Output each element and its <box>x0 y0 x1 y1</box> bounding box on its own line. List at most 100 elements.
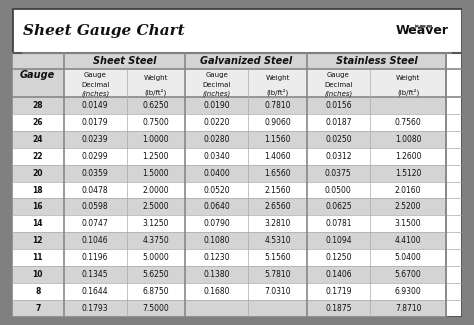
Text: 0.1793: 0.1793 <box>82 304 109 313</box>
FancyBboxPatch shape <box>64 53 185 69</box>
Text: (inches): (inches) <box>202 90 231 97</box>
Text: 0.0149: 0.0149 <box>82 101 109 110</box>
Text: (lb/ft²): (lb/ft²) <box>266 88 289 96</box>
Text: Weight: Weight <box>144 75 168 81</box>
Text: 7.0310: 7.0310 <box>264 287 291 296</box>
Text: 0.0280: 0.0280 <box>203 135 230 144</box>
Text: 1.1560: 1.1560 <box>264 135 291 144</box>
Text: Gauge: Gauge <box>327 72 350 78</box>
Text: 0.1080: 0.1080 <box>203 236 230 245</box>
FancyBboxPatch shape <box>12 232 447 249</box>
Text: 5.6700: 5.6700 <box>395 270 421 279</box>
Text: 0.0625: 0.0625 <box>325 202 352 212</box>
Text: (inches): (inches) <box>81 90 109 97</box>
Text: Sheet Steel: Sheet Steel <box>93 56 156 66</box>
Text: 3.2810: 3.2810 <box>264 219 291 228</box>
Text: 7.8710: 7.8710 <box>395 304 421 313</box>
Text: 3.1250: 3.1250 <box>143 219 169 228</box>
Text: 5.0000: 5.0000 <box>143 253 169 262</box>
Text: 0.1680: 0.1680 <box>203 287 230 296</box>
FancyBboxPatch shape <box>12 283 447 300</box>
Text: 10: 10 <box>33 270 43 279</box>
FancyBboxPatch shape <box>12 114 447 131</box>
Text: Decimal: Decimal <box>202 82 231 87</box>
Text: 2.5200: 2.5200 <box>395 202 421 212</box>
Text: 22: 22 <box>33 152 43 161</box>
Text: 0.0190: 0.0190 <box>203 101 230 110</box>
FancyBboxPatch shape <box>12 249 447 266</box>
Text: 1.0000: 1.0000 <box>143 135 169 144</box>
Text: 11: 11 <box>33 253 43 262</box>
Text: 0.0340: 0.0340 <box>203 152 230 161</box>
Text: Decimal: Decimal <box>81 82 109 87</box>
Text: 0.1406: 0.1406 <box>325 270 352 279</box>
Text: 5.1560: 5.1560 <box>264 253 291 262</box>
Text: 0.7560: 0.7560 <box>395 118 421 127</box>
Text: (lb/ft²): (lb/ft²) <box>397 88 419 96</box>
Text: 20: 20 <box>33 169 43 177</box>
FancyBboxPatch shape <box>12 199 447 215</box>
Text: 0.0640: 0.0640 <box>203 202 230 212</box>
Text: 0.1046: 0.1046 <box>82 236 109 245</box>
Text: 5.0400: 5.0400 <box>395 253 421 262</box>
Text: 0.6250: 0.6250 <box>143 101 169 110</box>
FancyBboxPatch shape <box>64 69 127 97</box>
Text: 0.0747: 0.0747 <box>82 219 109 228</box>
Text: 0.1094: 0.1094 <box>325 236 352 245</box>
Text: 0.0179: 0.0179 <box>82 118 109 127</box>
Text: 0.1196: 0.1196 <box>82 253 109 262</box>
Text: 0.1380: 0.1380 <box>203 270 230 279</box>
Text: (inches): (inches) <box>324 90 353 97</box>
FancyBboxPatch shape <box>12 300 447 317</box>
Text: Gauge: Gauge <box>20 70 55 80</box>
Text: (lb/ft²): (lb/ft²) <box>145 88 167 96</box>
Text: Weaver: Weaver <box>396 24 448 37</box>
Text: 6.9300: 6.9300 <box>395 287 421 296</box>
FancyBboxPatch shape <box>370 69 447 97</box>
Text: 24: 24 <box>33 135 43 144</box>
Text: 0.0312: 0.0312 <box>325 152 352 161</box>
Text: 0.0790: 0.0790 <box>203 219 230 228</box>
Text: 0.7500: 0.7500 <box>143 118 169 127</box>
Text: 1.2500: 1.2500 <box>143 152 169 161</box>
Text: 7.5000: 7.5000 <box>143 304 169 313</box>
FancyBboxPatch shape <box>12 97 447 114</box>
Text: 28: 28 <box>32 101 43 110</box>
Text: 0.1644: 0.1644 <box>82 287 109 296</box>
Text: 1.4060: 1.4060 <box>264 152 291 161</box>
Text: 2.0160: 2.0160 <box>395 186 421 194</box>
FancyBboxPatch shape <box>185 69 248 97</box>
FancyBboxPatch shape <box>12 165 447 182</box>
Text: 0.0500: 0.0500 <box>325 186 352 194</box>
Text: Decimal: Decimal <box>324 82 353 87</box>
Text: 0.0359: 0.0359 <box>82 169 109 177</box>
Text: 0.9060: 0.9060 <box>264 118 291 127</box>
FancyBboxPatch shape <box>12 131 447 148</box>
Text: 5.6250: 5.6250 <box>143 270 169 279</box>
Text: 2.1560: 2.1560 <box>264 186 291 194</box>
Text: 0.0375: 0.0375 <box>325 169 352 177</box>
Text: 8: 8 <box>35 287 40 296</box>
Text: 0.0299: 0.0299 <box>82 152 109 161</box>
Text: 4.5310: 4.5310 <box>264 236 291 245</box>
Text: 4.3750: 4.3750 <box>143 236 169 245</box>
Text: Weight: Weight <box>265 75 290 81</box>
Text: Galvanized Steel: Galvanized Steel <box>200 56 292 66</box>
Text: 4.4100: 4.4100 <box>395 236 421 245</box>
Text: 0.0220: 0.0220 <box>203 118 230 127</box>
Text: Sheet Gauge Chart: Sheet Gauge Chart <box>23 23 185 37</box>
FancyBboxPatch shape <box>12 148 447 165</box>
Text: 7: 7 <box>35 304 40 313</box>
Text: 1.6560: 1.6560 <box>264 169 291 177</box>
Text: 0.0239: 0.0239 <box>82 135 109 144</box>
FancyBboxPatch shape <box>12 8 462 317</box>
Text: 12: 12 <box>33 236 43 245</box>
FancyBboxPatch shape <box>12 266 447 283</box>
Text: 26: 26 <box>33 118 43 127</box>
FancyBboxPatch shape <box>248 69 307 97</box>
Text: Gauge: Gauge <box>84 72 107 78</box>
Text: Stainless Steel: Stainless Steel <box>336 56 418 66</box>
Text: ►▬▬: ►▬▬ <box>415 23 433 29</box>
Text: 1.2600: 1.2600 <box>395 152 421 161</box>
Text: 1.5120: 1.5120 <box>395 169 421 177</box>
